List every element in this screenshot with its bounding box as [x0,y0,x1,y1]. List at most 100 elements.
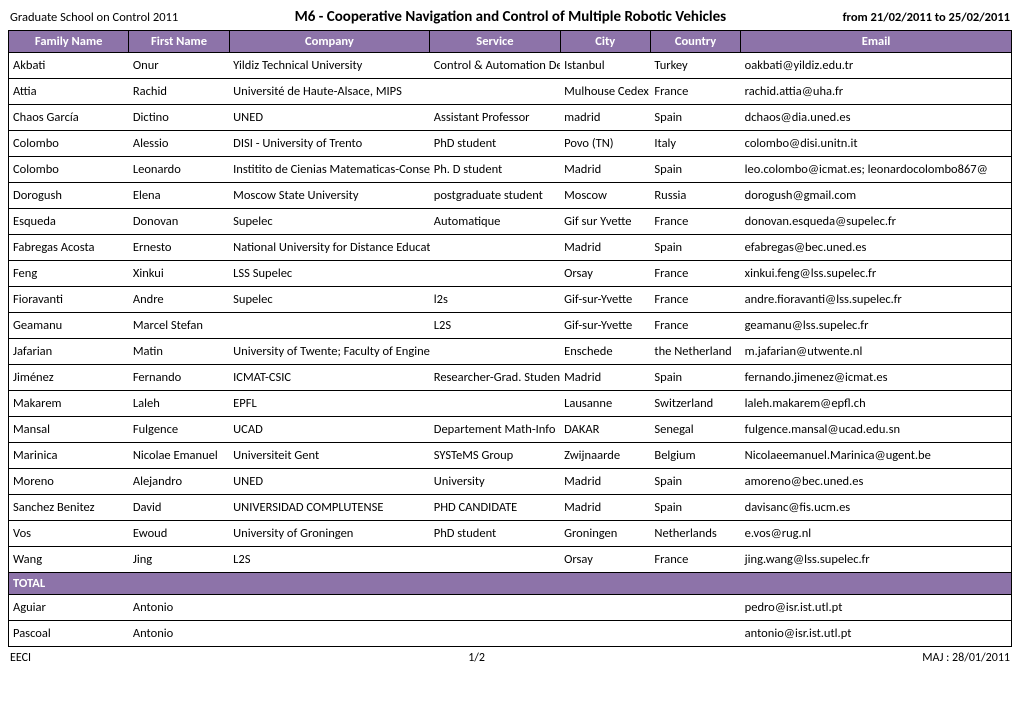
table-cell: Russia [650,183,740,209]
table-cell: Chaos García [9,105,129,131]
table-cell: Departement Math-Info [430,417,560,443]
table-cell: University of Twente; Faculty of Enginee… [229,339,430,365]
table-cell: andre.fioravanti@lss.supelec.fr [741,287,1012,313]
table-cell: Spain [650,235,740,261]
extra-body: AguiarAntoniopedro@isr.ist.utl.ptPascoal… [9,595,1012,647]
table-cell: Spain [650,105,740,131]
table-row: FioravantiAndreSupelecl2sGif-sur-YvetteF… [9,287,1012,313]
table-cell: l2s [430,287,560,313]
table-cell: National University for Distance Educati… [229,235,430,261]
table-cell: Mansal [9,417,129,443]
table-cell [560,621,650,647]
table-cell: Alejandro [129,469,229,495]
table-cell: France [650,313,740,339]
table-cell: Antonio [129,621,229,647]
table-row: MarinicaNicolae EmanuelUniversiteit Gent… [9,443,1012,469]
table-cell: Jiménez [9,365,129,391]
table-cell: DAKAR [560,417,650,443]
table-cell: Spain [650,157,740,183]
table-cell: Ph. D student [430,157,560,183]
table-row: MansalFulgenceUCADDepartement Math-InfoD… [9,417,1012,443]
table-cell: jing.wang@lss.supelec.fr [741,547,1012,573]
table-cell [229,313,430,339]
top-bar: Graduate School on Control 2011 M6 - Coo… [8,8,1012,30]
table-cell: leo.colombo@icmat.es; leonardocolombo867… [741,157,1012,183]
table-cell: Sanchez Benitez [9,495,129,521]
table-cell: Senegal [650,417,740,443]
table-cell: Matin [129,339,229,365]
total-label: TOTAL [9,573,1012,595]
table-cell: PhD student [430,521,560,547]
table-cell: Donovan [129,209,229,235]
table-cell: University [430,469,560,495]
table-cell: Laleh [129,391,229,417]
table-cell: Marinica [9,443,129,469]
table-cell: Spain [650,469,740,495]
table-cell: France [650,261,740,287]
table-cell: Makarem [9,391,129,417]
table-row: AguiarAntoniopedro@isr.ist.utl.pt [9,595,1012,621]
table-cell: Universiteit Gent [229,443,430,469]
table-cell: Jafarian [9,339,129,365]
table-cell: Attia [9,79,129,105]
table-row: ColomboAlessioDISI - University of Trent… [9,131,1012,157]
table-cell: UNIVERSIDAD COMPLUTENSE [229,495,430,521]
table-cell: Yildiz Technical University [229,53,430,79]
table-cell: France [650,287,740,313]
table-cell: Madrid [560,235,650,261]
table-cell: Madrid [560,469,650,495]
table-cell [430,261,560,287]
table-cell: L2S [229,547,430,573]
table-row: VosEwoudUniversity of GroningenPhD stude… [9,521,1012,547]
table-cell: Wang [9,547,129,573]
table-cell: Akbati [9,53,129,79]
table-cell [560,595,650,621]
table-cell: Italy [650,131,740,157]
table-cell: colombo@disi.unitn.it [741,131,1012,157]
table-cell: L2S [430,313,560,339]
total-row: TOTAL [9,573,1012,595]
table-row: AkbatiOnurYildiz Technical UniversityCon… [9,53,1012,79]
table-cell: pedro@isr.ist.utl.pt [741,595,1012,621]
table-cell: Moscow [560,183,650,209]
table-cell [430,547,560,573]
table-cell: dorogush@gmail.com [741,183,1012,209]
table-cell [430,235,560,261]
table-cell: Spain [650,495,740,521]
total-section: TOTAL [9,573,1012,595]
column-header: Family Name [9,31,129,53]
table-cell [430,391,560,417]
table-cell: Rachid [129,79,229,105]
table-cell: Vos [9,521,129,547]
table-cell: Fioravanti [9,287,129,313]
table-cell: Feng [9,261,129,287]
table-cell: Enschede [560,339,650,365]
table-cell [650,595,740,621]
table-cell: Fabregas Acosta [9,235,129,261]
page-title: M6 - Cooperative Navigation and Control … [295,8,726,26]
table-cell: Nicolae Emanuel [129,443,229,469]
table-row: JiménezFernandoICMAT-CSICResearcher-Grad… [9,365,1012,391]
table-cell: France [650,547,740,573]
table-row: FengXinkuiLSS SupelecOrsayFrancexinkui.f… [9,261,1012,287]
table-cell: dchaos@dia.uned.es [741,105,1012,131]
column-header: First Name [129,31,229,53]
column-header: Company [229,31,430,53]
table-cell [430,595,560,621]
table-cell: Jing [129,547,229,573]
table-cell: Colombo [9,131,129,157]
table-cell: Elena [129,183,229,209]
table-cell: Gif-sur-Yvette [560,287,650,313]
table-cell: Colombo [9,157,129,183]
table-cell: Lausanne [560,391,650,417]
table-cell: Ewoud [129,521,229,547]
table-row: GeamanuMarcel StefanL2SGif-sur-YvetteFra… [9,313,1012,339]
footer-center: 1/2 [468,651,485,665]
table-cell: Spain [650,365,740,391]
table-cell: UCAD [229,417,430,443]
table-cell: davisanc@fis.ucm.es [741,495,1012,521]
table-cell [229,595,430,621]
table-cell: Dictino [129,105,229,131]
column-header: Email [741,31,1012,53]
table-cell: Automatique [430,209,560,235]
